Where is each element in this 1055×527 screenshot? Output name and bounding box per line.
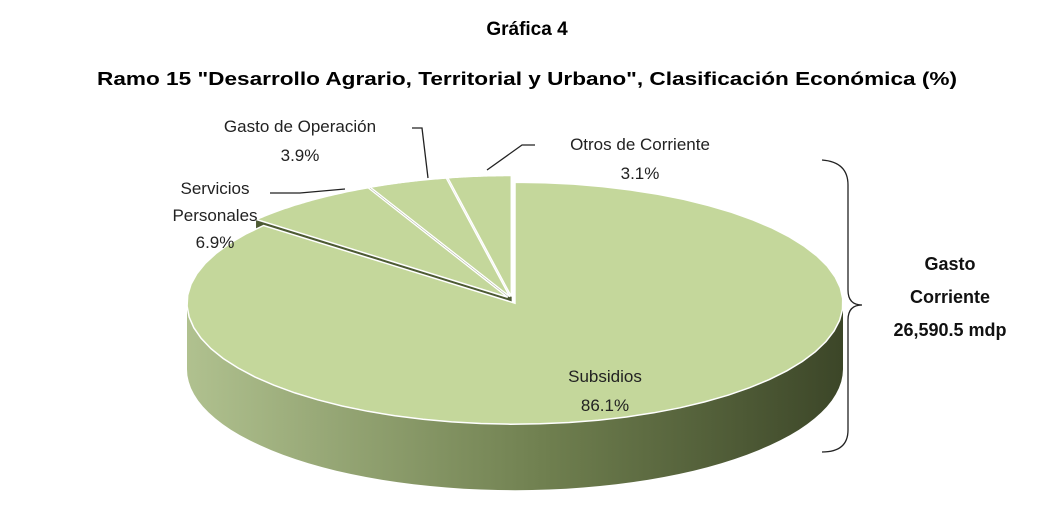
slice [368, 177, 511, 298]
value-label: 3.9% [280, 146, 320, 165]
annotation: Gasto Corriente 26,590.5 mdp [880, 248, 1020, 347]
value-label: 3.1% [620, 164, 660, 183]
slice-label: Gasto de Operación 3.9% [200, 112, 400, 170]
leaders [270, 127, 863, 453]
category-label: Otros de Corriente [570, 135, 710, 154]
slice [254, 186, 509, 298]
slice-label: Otros de Corriente 3.1% [540, 130, 740, 188]
category-label: Gasto de Operación [223, 117, 377, 136]
value-label: 86.1% [580, 396, 630, 415]
pie [186, 174, 844, 491]
bracket [821, 159, 863, 453]
slice [186, 181, 844, 425]
slice-side [187, 303, 843, 491]
leader-line [486, 144, 535, 171]
chart-title: Gráfica 4 [486, 19, 568, 40]
annotation-line: Gasto [924, 254, 976, 274]
category-label: Subsidios [568, 367, 642, 386]
chart-subtitle: Ramo 15 "Desarrollo Agrario, Territorial… [97, 69, 957, 89]
leader-line [270, 188, 346, 194]
slice-label: Subsidios 86.1% [525, 362, 685, 420]
value-label: 6.9% [195, 233, 235, 252]
annotation-line: 26,590.5 mdp [893, 320, 1007, 340]
slice [446, 174, 513, 297]
slice-label: Servicios Personales 6.9% [150, 175, 280, 256]
category-label: Servicios Personales [172, 179, 258, 225]
leader-line [412, 127, 429, 179]
annotation-line: Corriente [909, 287, 990, 307]
